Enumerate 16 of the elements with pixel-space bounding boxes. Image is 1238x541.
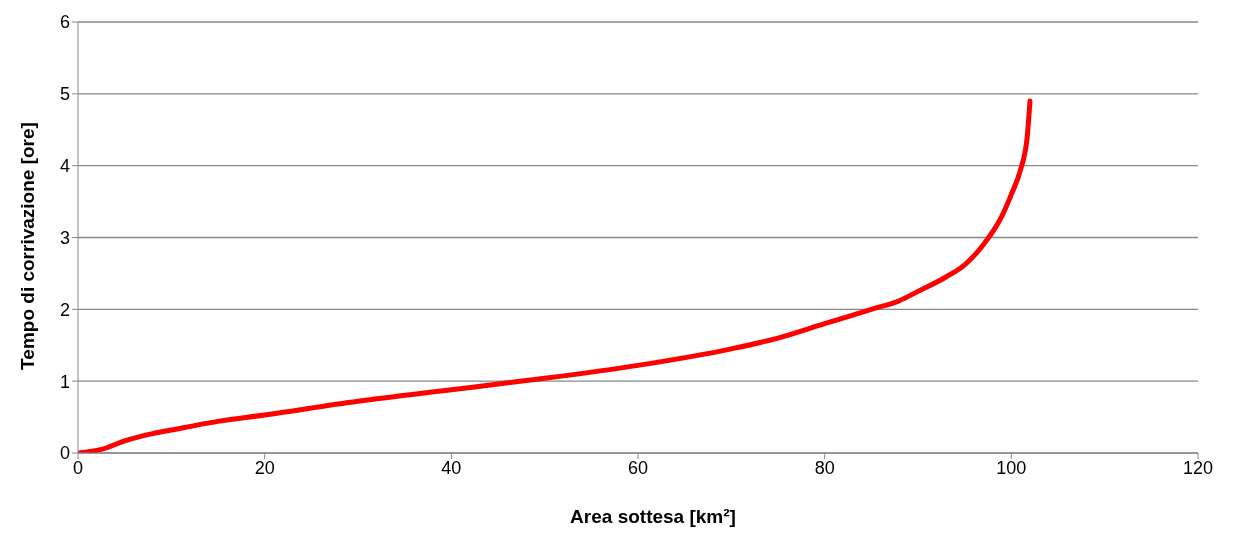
x-tick-label: 120 <box>1182 457 1214 478</box>
y-tick-label: 6 <box>59 12 70 33</box>
y-tick-label: 1 <box>59 371 70 392</box>
y-tick-label: 4 <box>59 156 70 177</box>
y-tick-label: 5 <box>59 84 70 105</box>
y-axis-title: Tempo di corrivazione [ore] <box>17 122 38 370</box>
y-tick-label: 0 <box>59 443 70 464</box>
x-tick-label: 0 <box>72 457 84 478</box>
x-tick-label: 100 <box>996 457 1027 478</box>
x-tick-label: 40 <box>441 457 462 478</box>
y-tick-label: 2 <box>59 299 70 320</box>
y-tick-label: 3 <box>59 227 70 248</box>
x-tick-label: 80 <box>814 457 835 478</box>
x-axis-title: Area sottesa [km²] <box>570 506 736 527</box>
x-tick-label: 60 <box>627 457 649 478</box>
x-tick-label: 20 <box>254 457 275 478</box>
